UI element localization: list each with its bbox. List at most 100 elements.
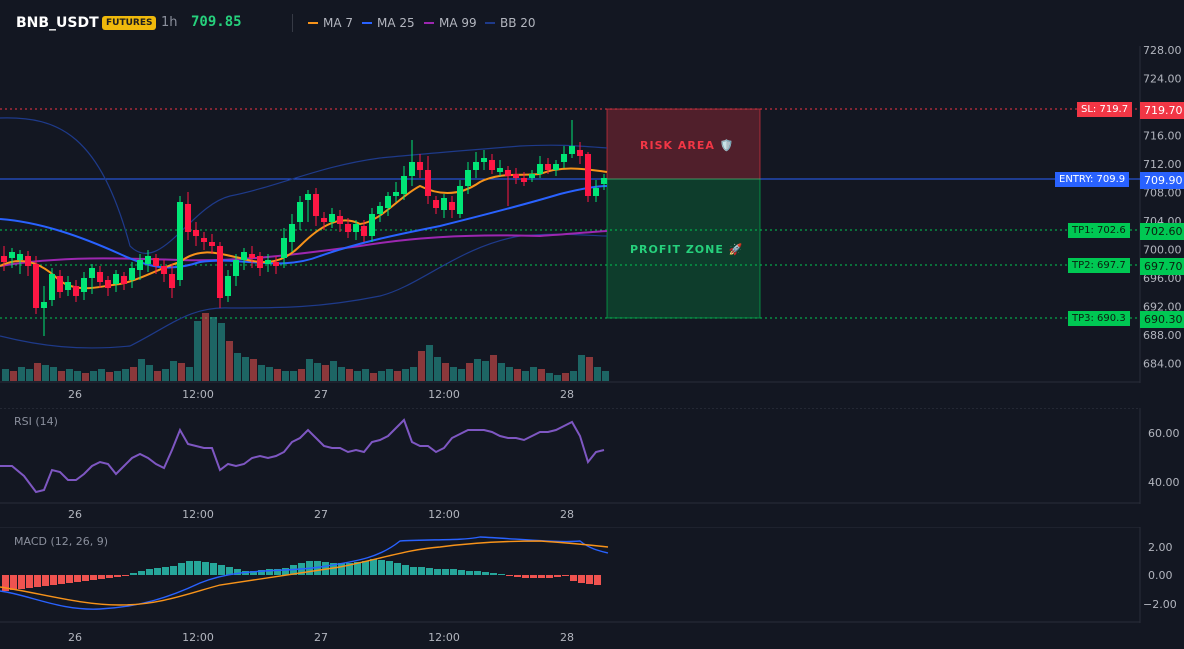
candle-body: [497, 168, 503, 172]
candle-body: [417, 162, 423, 170]
volume-bar: [50, 367, 57, 381]
symbol-name[interactable]: BNB_USDT: [16, 15, 99, 31]
candle-body: [481, 158, 487, 162]
candle-body: [113, 274, 119, 284]
time-tick: 27: [314, 508, 328, 521]
macd-chart[interactable]: [0, 527, 1184, 623]
tp2-level-label: TP2: 697.7: [1068, 258, 1130, 273]
candle-body: [81, 278, 87, 292]
price-pane[interactable]: 728.00724.00720.00716.00712.00708.00704.…: [0, 46, 1184, 383]
rsi-axis-tick: 40.00: [1148, 476, 1180, 489]
macd-histogram-bar: [226, 567, 233, 575]
candle-body: [369, 214, 375, 236]
macd-line: [0, 536, 609, 610]
candle-body: [121, 276, 127, 284]
candle-body: [545, 164, 551, 170]
legend-bb20[interactable]: BB 20: [485, 16, 536, 30]
volume-bar: [290, 371, 297, 381]
candle-body: [137, 260, 143, 270]
macd-histogram-bar: [178, 563, 185, 575]
volume-bar: [226, 341, 233, 381]
macd-histogram-bar: [74, 575, 81, 582]
candle-body: [337, 216, 343, 224]
candle-body: [9, 252, 15, 258]
time-tick: 12:00: [428, 631, 460, 644]
candle-body: [385, 196, 391, 208]
volume-bar: [250, 359, 257, 381]
candle-body: [97, 272, 103, 282]
candle-body: [449, 202, 455, 210]
price-axis-tick: 712.00: [1143, 158, 1182, 171]
candle-body: [217, 246, 223, 298]
volume-bar: [474, 359, 481, 381]
macd-histogram-bar: [338, 563, 345, 575]
legend-ma7[interactable]: MA 7: [308, 16, 353, 30]
volume-bar: [402, 369, 409, 381]
candle-body: [281, 238, 287, 258]
macd-histogram-bar: [522, 575, 529, 578]
time-tick: 12:00: [428, 508, 460, 521]
bb20-swatch: [485, 22, 495, 24]
macd-histogram-bar: [210, 563, 217, 575]
macd-time-axis[interactable]: 26 12:00 27 12:00 28: [0, 627, 1140, 649]
volume-bar: [498, 363, 505, 381]
macd-histogram-bar: [66, 575, 73, 583]
volume-bar: [146, 365, 153, 381]
macd-histogram-bar: [330, 563, 337, 575]
price-chart[interactable]: 728.00724.00720.00716.00712.00708.00704.…: [0, 46, 1184, 383]
volume-bar: [338, 367, 345, 381]
candle-body: [89, 268, 95, 278]
rsi-pane[interactable]: RSI (14) 60.00 40.00: [0, 408, 1184, 504]
macd-histogram-bar: [562, 575, 569, 576]
volume-bar: [130, 367, 137, 381]
main-time-axis[interactable]: 26 12:00 27 12:00 28: [0, 384, 1140, 406]
candle-body: [441, 198, 447, 210]
macd-histogram-bar: [498, 574, 505, 575]
price-axis-tick: 688.00: [1143, 329, 1182, 342]
legend-ma25[interactable]: MA 25: [362, 16, 415, 30]
candle-body: [393, 192, 399, 196]
candle-body: [489, 160, 495, 170]
macd-histogram-bar: [578, 575, 585, 583]
legend-ma99-label: MA 99: [439, 16, 477, 30]
candle-body: [321, 218, 327, 222]
candle-body: [505, 170, 511, 176]
profit-zone-label: PROFIT ZONE 🚀: [630, 243, 744, 256]
volume-bar: [58, 371, 65, 381]
macd-histogram-bar: [354, 562, 361, 575]
time-tick: 12:00: [182, 631, 214, 644]
candle-body: [249, 254, 255, 258]
volume-bar: [354, 371, 361, 381]
rsi-chart[interactable]: [0, 408, 1184, 504]
header-divider: [292, 14, 293, 32]
rsi-time-axis[interactable]: 26 12:00 27 12:00 28: [0, 504, 1140, 526]
candle-body: [465, 170, 471, 186]
volume-bar: [34, 363, 41, 381]
ma25-line: [0, 185, 608, 269]
time-tick: 12:00: [182, 388, 214, 401]
macd-histogram-bar: [514, 575, 521, 577]
macd-histogram-bar: [570, 575, 577, 581]
chart-header: BNB_USDT FUTURES 1h 709.85 MA 7 MA 25 MA…: [0, 0, 1184, 46]
candle-body: [25, 256, 31, 266]
macd-histogram-bar: [162, 567, 169, 575]
volume-bar: [258, 365, 265, 381]
candle-body: [521, 178, 527, 182]
macd-histogram-bar: [146, 569, 153, 575]
macd-histogram-bar: [2, 575, 9, 591]
legend-bb20-label: BB 20: [500, 16, 536, 30]
legend-ma99[interactable]: MA 99: [424, 16, 477, 30]
candle-body: [585, 154, 591, 196]
candle-body: [361, 226, 367, 236]
interval-selector[interactable]: 1h: [161, 15, 178, 30]
price-axis-tick: 684.00: [1143, 358, 1182, 371]
macd-histogram-bar: [466, 571, 473, 575]
volume-bar: [530, 367, 537, 381]
volume-bar: [186, 367, 193, 381]
volume-bar: [66, 369, 73, 381]
candle-body: [353, 224, 359, 232]
macd-pane[interactable]: MACD (12, 26, 9) 2.00 0.00 −2.00: [0, 527, 1184, 623]
macd-histogram-bar: [42, 575, 49, 586]
macd-axis-tick: −2.00: [1143, 598, 1177, 611]
price-axis-tick: 708.00: [1143, 187, 1182, 200]
